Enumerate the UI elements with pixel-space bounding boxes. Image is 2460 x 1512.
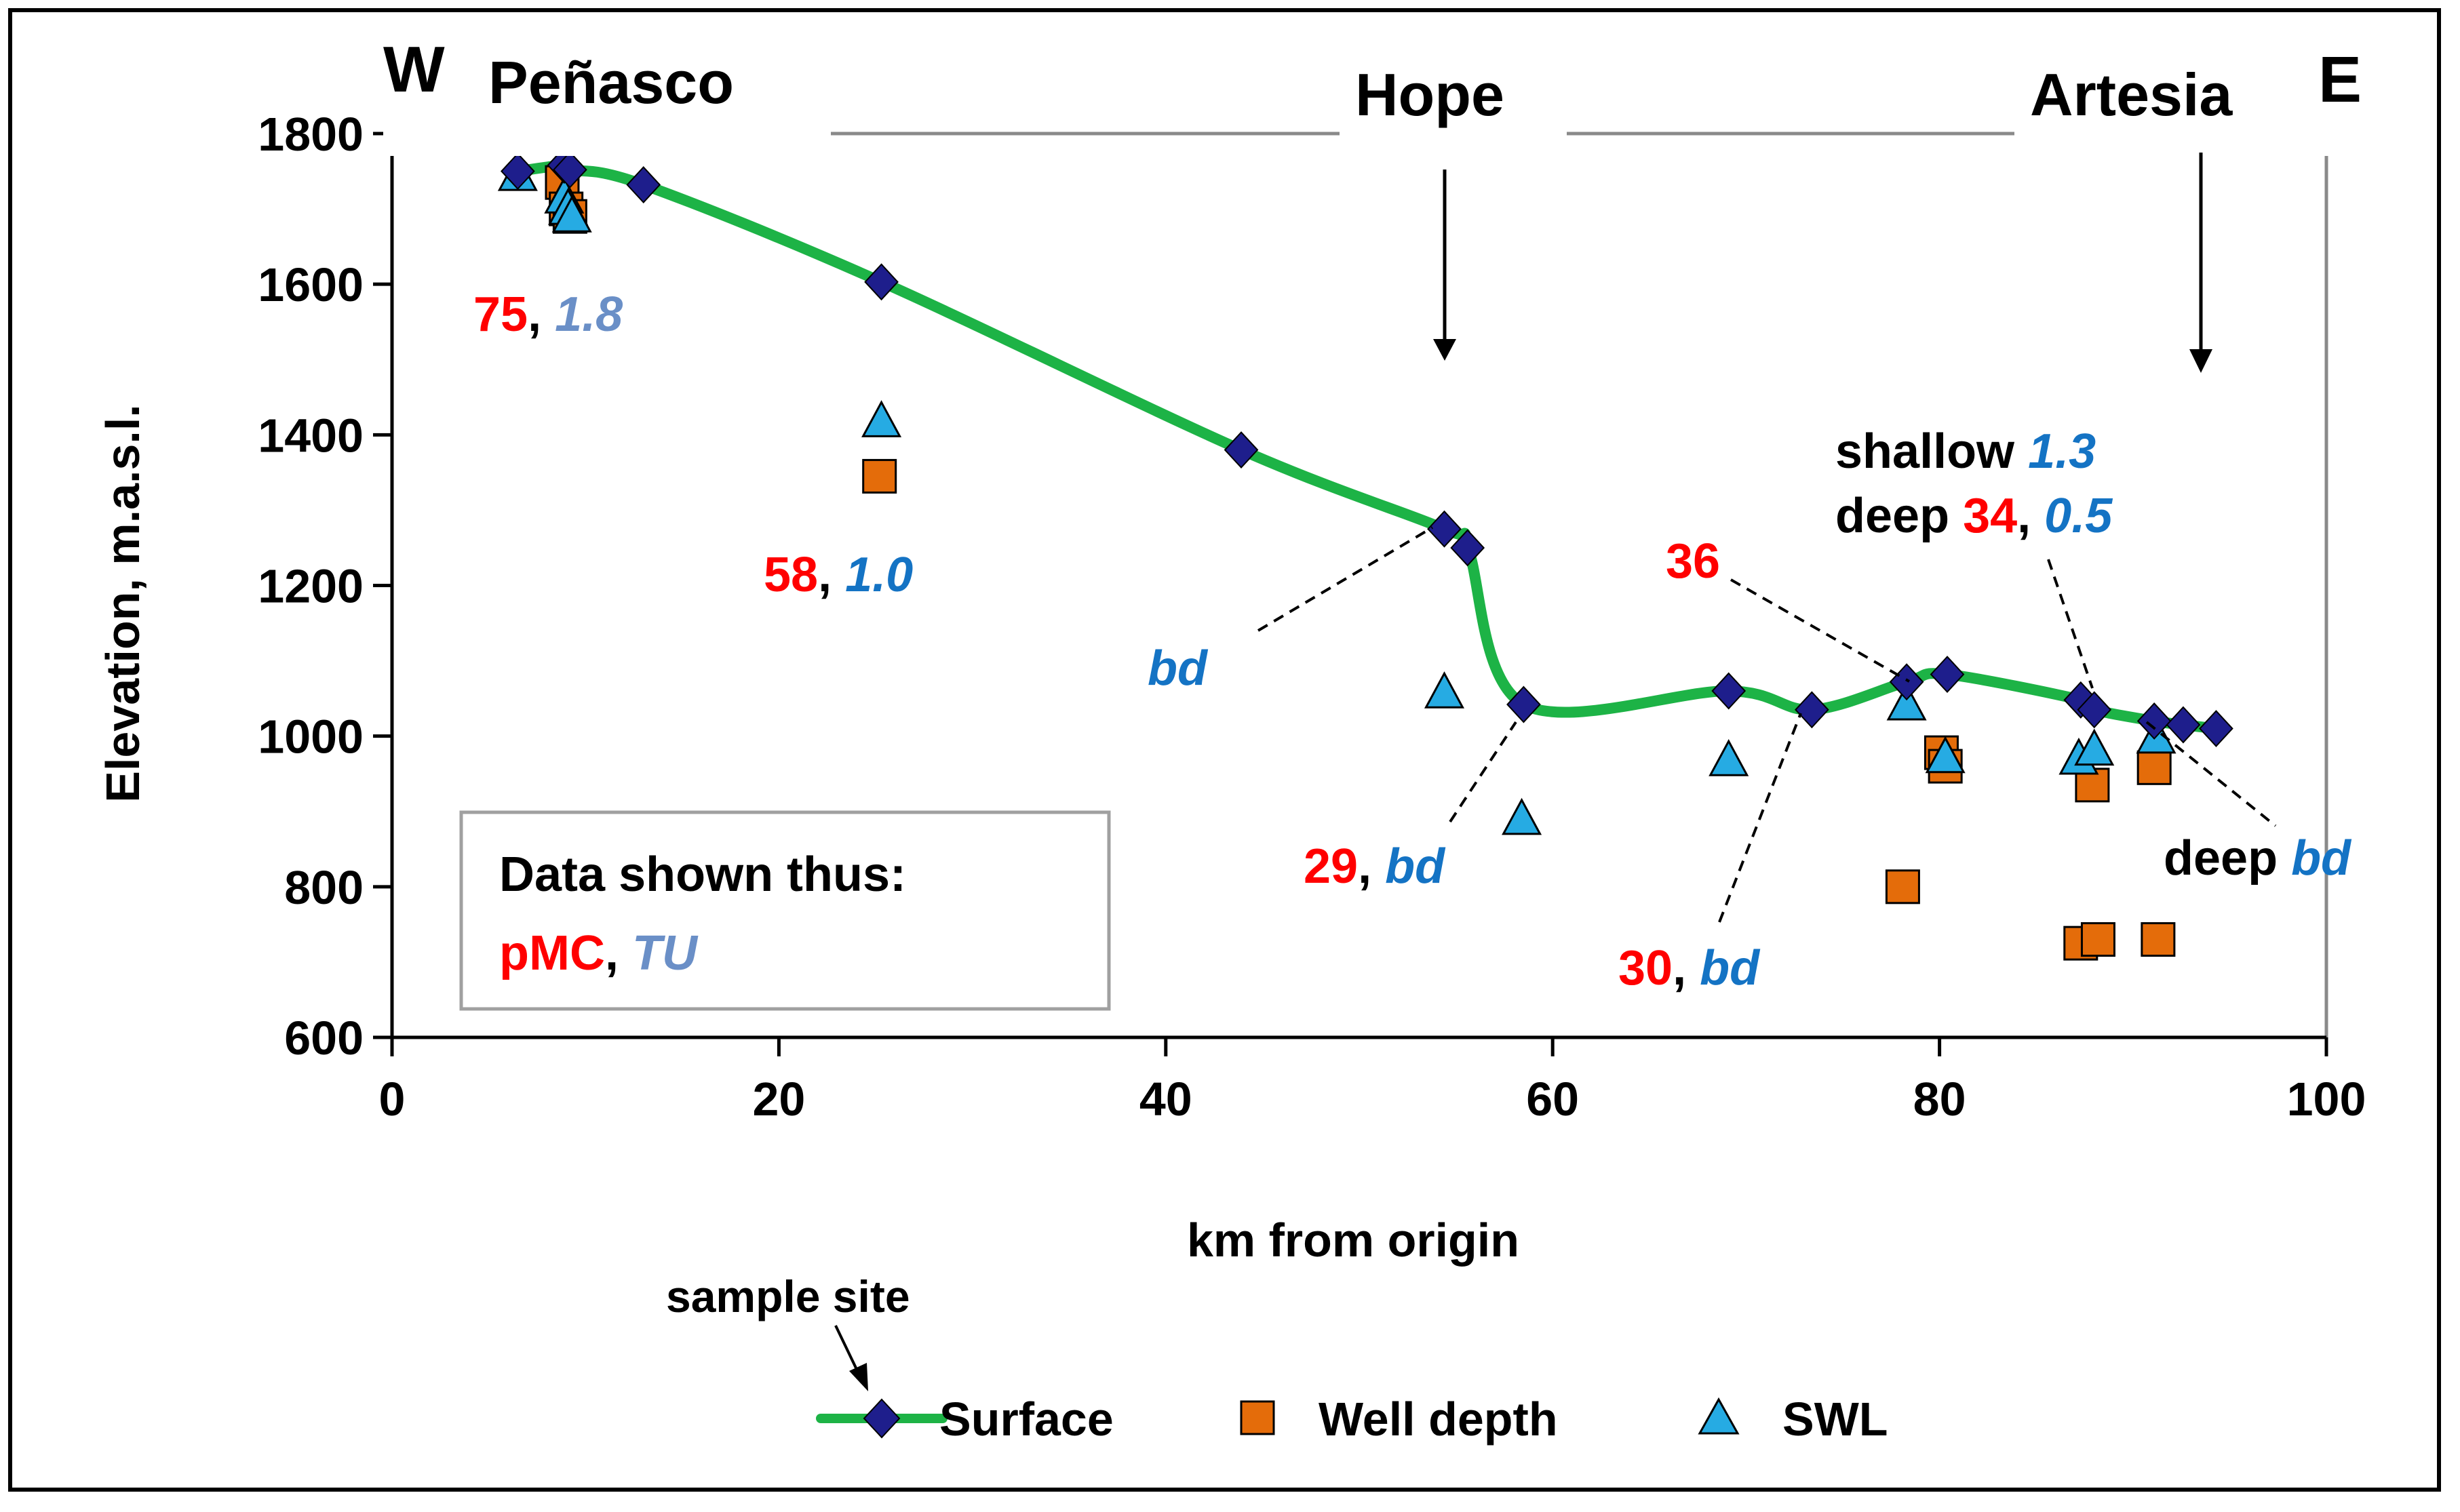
well-depth-point bbox=[2080, 922, 2115, 957]
swl-point bbox=[861, 400, 902, 437]
annotation-30: 30, bd bbox=[1618, 941, 1761, 995]
surface-point bbox=[1506, 685, 1541, 723]
town-artesia: Artesia bbox=[2030, 61, 2233, 128]
site-annotations: 75, 1.8 58, 1.0 bd 29, bd 30, bd 36 shal… bbox=[473, 287, 2352, 995]
y-tick-label: 1800 bbox=[258, 108, 364, 161]
x-tick-label: 40 bbox=[1139, 1073, 1192, 1126]
swl-point bbox=[1886, 683, 1927, 721]
legend-surface-label: Surface bbox=[939, 1393, 1114, 1446]
data-key-box: Data shown thus: pMC, TU bbox=[459, 810, 1111, 1011]
leader-deep bbox=[2047, 559, 2094, 689]
y-tick-label: 800 bbox=[284, 861, 364, 914]
hope-arrow-head bbox=[1433, 339, 1456, 361]
surface-point bbox=[501, 153, 535, 191]
surface-point bbox=[2077, 691, 2112, 729]
x-tick-label: 0 bbox=[379, 1073, 406, 1126]
legend-surface-marker bbox=[863, 1398, 901, 1439]
surface-point bbox=[1711, 672, 1746, 710]
well-depth-point bbox=[2141, 922, 2176, 957]
surface-point bbox=[1889, 663, 1924, 701]
y-tick-label: 1600 bbox=[258, 258, 364, 311]
axes: 600 800 1000 1200 1400 1600 1800 0 20 40 60 80 100 bbox=[258, 108, 2366, 1126]
surface-point bbox=[1930, 656, 1965, 694]
annotation-bd-hope: bd bbox=[1148, 641, 1209, 696]
annotation-deep-bd: deep bd bbox=[2164, 831, 2352, 886]
leader-29 bbox=[1449, 721, 1517, 823]
annotation-shallow: shallow 1.3 bbox=[1835, 424, 2096, 479]
data-key-units: pMC, TU bbox=[499, 926, 699, 980]
well-depth-point bbox=[1885, 869, 1920, 904]
west-label: W bbox=[383, 33, 445, 106]
legend: sample site Surface Well depth SWL bbox=[666, 1271, 1888, 1446]
annotation-58: 58, 1.0 bbox=[764, 548, 913, 602]
legend-swl-marker bbox=[1698, 1397, 1740, 1435]
annotation-75: 75, 1.8 bbox=[473, 287, 623, 342]
surface-point bbox=[1224, 431, 1259, 469]
surface-point bbox=[864, 263, 899, 301]
leader-lines bbox=[1257, 526, 2277, 923]
legend-swl-label: SWL bbox=[1782, 1393, 1888, 1446]
surface-point bbox=[2166, 706, 2201, 744]
data-key-title: Data shown thus: bbox=[499, 848, 906, 902]
swl-point bbox=[1925, 736, 1966, 774]
surface-point bbox=[1450, 529, 1485, 567]
swl-point bbox=[1709, 739, 1749, 776]
x-tick-label: 20 bbox=[752, 1073, 805, 1126]
swl-point bbox=[1502, 797, 1542, 835]
x-tick-label: 60 bbox=[1526, 1073, 1579, 1126]
town-penasco: Peñasco bbox=[488, 49, 734, 116]
figure-frame bbox=[8, 8, 2441, 1492]
x-axis-title: km from origin bbox=[1187, 1214, 1519, 1267]
legend-well-marker bbox=[1240, 1400, 1275, 1435]
data-points bbox=[497, 146, 2233, 961]
legend-note-arrow-head bbox=[849, 1363, 868, 1391]
leader-30 bbox=[1718, 713, 1802, 923]
swl-point bbox=[551, 195, 592, 233]
legend-well-label: Well depth bbox=[1319, 1393, 1558, 1446]
y-tick-label: 1400 bbox=[258, 409, 364, 462]
header-labels: W Peñasco Hope Artesia E bbox=[383, 33, 2408, 156]
x-tick-label: 100 bbox=[2287, 1073, 2366, 1126]
swl-point bbox=[1424, 671, 1465, 709]
surface-point bbox=[626, 166, 661, 204]
surface-point bbox=[2136, 702, 2172, 740]
y-tick-label: 1200 bbox=[258, 560, 364, 613]
well-depth-point bbox=[862, 458, 897, 494]
surface-point bbox=[553, 151, 587, 188]
well-depth-point bbox=[2136, 750, 2172, 785]
leader-bd-hope bbox=[1257, 526, 1434, 632]
surface-point bbox=[1795, 691, 1829, 729]
y-tick-label: 1000 bbox=[258, 711, 364, 763]
town-arrows bbox=[1433, 153, 2212, 373]
town-hope: Hope bbox=[1355, 61, 1504, 128]
surface-point bbox=[2199, 710, 2233, 748]
swl-point bbox=[2074, 728, 2115, 766]
legend-sample-site-note: sample site bbox=[666, 1271, 910, 1321]
annotation-29: 29, bd bbox=[1304, 839, 1446, 894]
surface-point bbox=[1427, 510, 1462, 548]
east-label: E bbox=[2318, 43, 2362, 116]
leader-36 bbox=[1730, 578, 1910, 683]
artesia-arrow-head bbox=[2189, 349, 2212, 373]
annotation-36: 36 bbox=[1666, 534, 1720, 589]
y-axis-title: Elevation, m.a.s.l. bbox=[96, 404, 149, 802]
y-tick-label: 600 bbox=[284, 1012, 364, 1065]
leader-deep-bd bbox=[2145, 721, 2277, 827]
x-tick-label: 80 bbox=[1913, 1073, 1966, 1126]
annotation-deep: deep 34, 0.5 bbox=[1835, 489, 2113, 543]
